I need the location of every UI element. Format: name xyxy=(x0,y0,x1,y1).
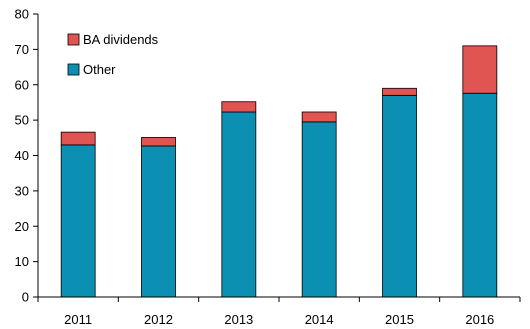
legend-label-ba-dividends: BA dividends xyxy=(83,32,159,47)
y-tick-label: 50 xyxy=(15,113,29,128)
bar-other-2014 xyxy=(301,121,337,298)
bar-other-2016 xyxy=(462,92,498,298)
bar-ba-dividends-2011 xyxy=(60,131,96,146)
bar-ba-dividends-2015 xyxy=(382,87,417,96)
x-tick-label: 2016 xyxy=(465,312,494,327)
y-tick-label: 60 xyxy=(15,77,29,92)
x-tick-label: 2012 xyxy=(144,312,173,327)
bar-ba-dividends-2012 xyxy=(141,137,176,147)
bar-ba-dividends-2013 xyxy=(221,101,257,113)
y-tick-label: 20 xyxy=(15,219,29,234)
bar-other-2013 xyxy=(221,111,257,298)
legend-label-other: Other xyxy=(83,62,116,77)
bar-other-2012 xyxy=(141,145,176,298)
bar-ba-dividends-2016 xyxy=(462,45,498,94)
x-tick-label: 2013 xyxy=(224,312,253,327)
legend-swatch-ba-dividends xyxy=(67,33,80,46)
y-tick-label: 80 xyxy=(15,7,29,22)
bar-other-2015 xyxy=(382,94,417,298)
y-tick-label: 40 xyxy=(15,148,29,163)
x-tick-label: 2011 xyxy=(64,312,92,327)
axes-group: 0 10 20 30 40 50 60 70 80 2011 2012 2013 2014 2015 201… xyxy=(15,7,521,327)
bars-group xyxy=(60,45,498,298)
legend: BA dividends Other xyxy=(67,32,159,77)
y-tick-label: 0 xyxy=(22,290,29,305)
bar-ba-dividends-2014 xyxy=(301,111,337,123)
y-tick-label: 70 xyxy=(15,42,29,57)
bar-other-2011 xyxy=(60,144,96,298)
legend-swatch-other xyxy=(67,63,80,76)
x-tick-label: 2014 xyxy=(305,312,334,327)
x-tick-label: 2015 xyxy=(385,312,414,327)
y-tick-label: 30 xyxy=(15,183,29,198)
y-tick-label: 10 xyxy=(15,254,29,269)
